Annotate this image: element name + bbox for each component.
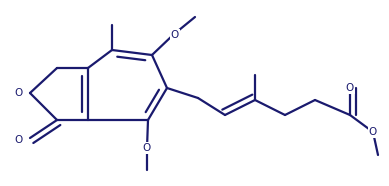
Text: O: O [143, 143, 151, 153]
Text: O: O [171, 30, 179, 40]
Text: O: O [14, 135, 22, 145]
Text: O: O [346, 83, 354, 93]
Text: O: O [14, 88, 22, 98]
Text: O: O [369, 127, 377, 137]
